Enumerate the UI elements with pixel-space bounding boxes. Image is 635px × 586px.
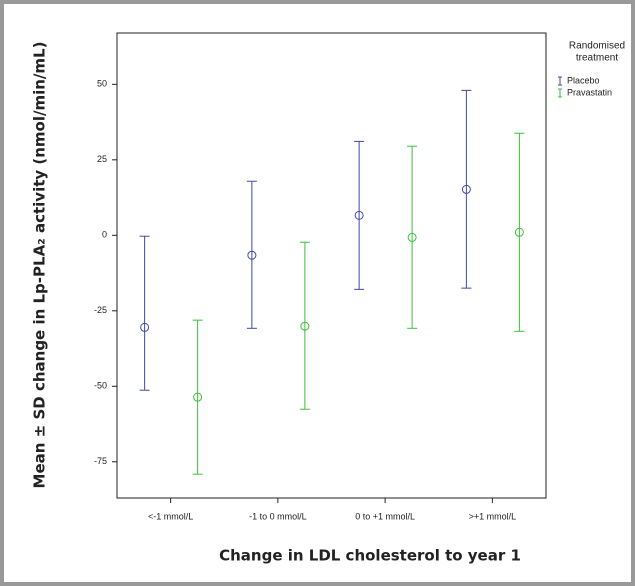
y-tick-label: -50 bbox=[94, 381, 107, 391]
mean-marker bbox=[354, 210, 364, 220]
x-tick-label: -1 to 0 mmol/L bbox=[249, 511, 307, 521]
y-axis-label: Mean ± SD change in Lp-PLA₂ activity (nm… bbox=[31, 42, 49, 489]
legend-title: treatment bbox=[576, 53, 618, 64]
mean-marker bbox=[300, 321, 310, 331]
legend-label: Placebo bbox=[567, 75, 600, 85]
x-tick-label: <-1 mmol/L bbox=[148, 511, 193, 521]
mean-marker bbox=[407, 232, 417, 242]
y-tick-label: 25 bbox=[97, 154, 107, 164]
x-tick-label: 0 to +1 mmol/L bbox=[355, 511, 415, 521]
y-tick-label: 0 bbox=[102, 230, 107, 240]
plot-frame bbox=[116, 32, 547, 499]
y-tick-label: -25 bbox=[94, 305, 107, 315]
mean-marker bbox=[461, 184, 471, 194]
mean-marker bbox=[193, 392, 203, 402]
legend-title: Randomised bbox=[569, 41, 625, 52]
x-axis-label: Change in LDL cholesterol to year 1 bbox=[219, 547, 521, 565]
mean-marker bbox=[514, 227, 524, 237]
legend-label: Pravastatin bbox=[567, 87, 612, 97]
y-tick-label: 50 bbox=[97, 79, 107, 89]
x-tick-label: >+1 mmol/L bbox=[469, 511, 517, 521]
mean-marker bbox=[140, 322, 150, 332]
mean-marker bbox=[247, 250, 257, 260]
y-tick-label: -75 bbox=[94, 456, 107, 466]
